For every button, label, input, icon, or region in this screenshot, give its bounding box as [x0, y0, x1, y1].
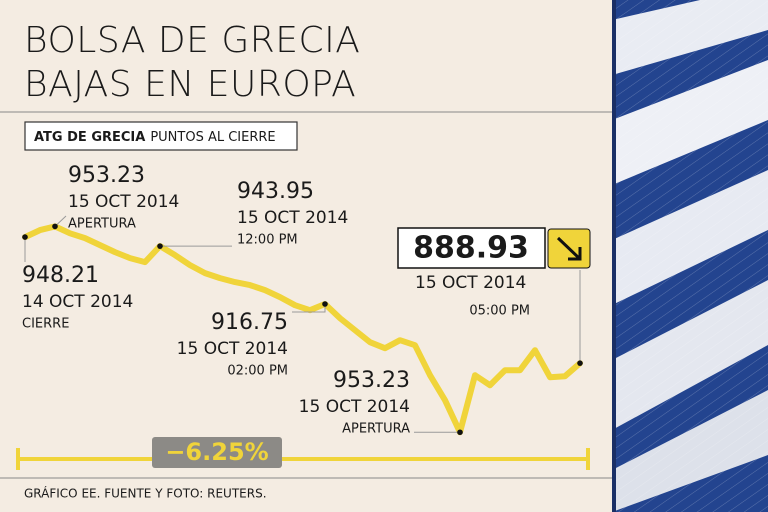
- index-unit: PUNTOS AL CIERRE: [150, 130, 275, 145]
- annotation-date: 15 OCT 2014: [237, 208, 348, 228]
- source: GRÁFICO EE. FUENTE Y FOTO: REUTERS.: [24, 486, 267, 501]
- annotation-date: 15 OCT 2014: [415, 273, 526, 293]
- point-marker: [22, 234, 28, 240]
- annotation-note: CIERRE: [22, 317, 69, 332]
- change-label: −6.25%: [165, 438, 268, 466]
- flag-photo: [612, 0, 768, 512]
- point-marker: [457, 429, 463, 436]
- title-line: BAJAS EN EUROPA: [24, 64, 356, 105]
- point-marker: [577, 360, 583, 366]
- annotation-value: 948.21: [22, 263, 99, 288]
- annotation-value: 916.75: [211, 310, 288, 335]
- annotation-date: 15 OCT 2014: [177, 339, 288, 359]
- point-marker: [322, 301, 328, 307]
- index-name: ATG DE GRECIA: [34, 130, 145, 145]
- value-box: [397, 227, 546, 269]
- annotation-value: 953.23: [333, 368, 410, 393]
- title-line: BOLSA DE GRECIA: [24, 20, 360, 61]
- point-marker: [52, 223, 58, 230]
- annotation-note: APERTURA: [342, 422, 410, 437]
- price-line: [22, 223, 583, 436]
- annotation-note: 05:00 PM: [469, 304, 530, 319]
- annotation-value: 888.93: [413, 231, 529, 266]
- annotation-date: 15 OCT 2014: [68, 192, 179, 212]
- annotation-date: 15 OCT 2014: [299, 397, 410, 417]
- change-bar: −6.25%: [16, 437, 590, 470]
- annotation-note: 02:00 PM: [227, 364, 288, 379]
- annotation-date: 14 OCT 2014: [22, 292, 133, 312]
- index-label: ATG DE GRECIA PUNTOS AL CIERRE: [34, 130, 276, 145]
- annotation-note: 12:00 PM: [237, 233, 298, 248]
- down-arrow: [556, 236, 582, 261]
- point-marker: [157, 243, 163, 249]
- annotation-note: APERTURA: [68, 217, 136, 232]
- index-box: [24, 121, 298, 151]
- annotation-value: 943.95: [237, 179, 314, 204]
- annotation-value: 953.23: [68, 163, 145, 188]
- plot: 948.21 14 OCT 2014 CIERRE 953.23 15 OCT 2014…: [22, 163, 591, 437]
